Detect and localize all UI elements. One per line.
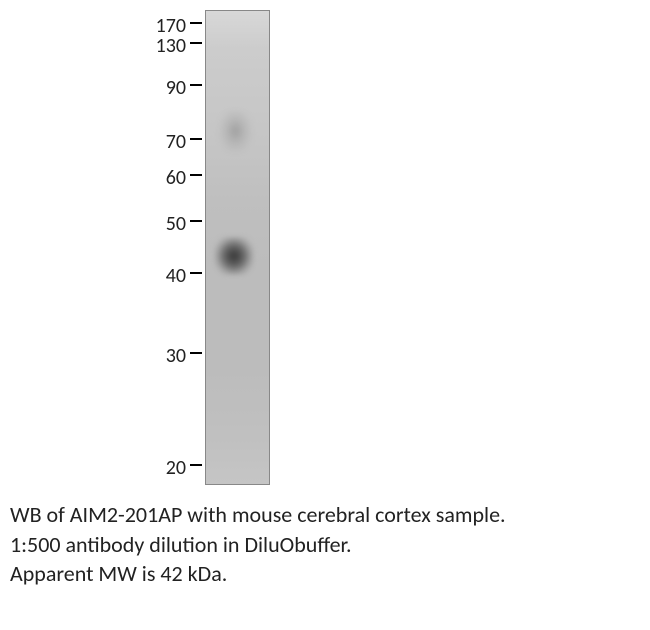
marker-tick — [190, 220, 202, 222]
marker-label: 70 — [146, 130, 186, 154]
marker-tick — [190, 22, 202, 24]
caption-line: Apparent MW is 42 kDa. — [10, 559, 506, 589]
marker-label: 20 — [146, 456, 186, 480]
marker-label: 40 — [146, 264, 186, 288]
marker-tick — [190, 174, 202, 176]
marker-tick — [190, 138, 202, 140]
caption: WB of AIM2-201AP with mouse cerebral cor… — [10, 500, 506, 589]
marker-label: 50 — [146, 212, 186, 236]
marker-label: 30 — [146, 344, 186, 368]
marker-label: 130 — [146, 34, 186, 58]
western-blot: 170 130 90 70 60 50 40 30 20 — [130, 10, 330, 490]
marker-tick — [190, 42, 202, 44]
faint-band — [218, 111, 253, 151]
marker-label: 90 — [146, 76, 186, 100]
caption-line: 1:500 antibody dilution in DiluObuffer. — [10, 530, 506, 560]
main-band — [214, 237, 254, 275]
marker-label: 60 — [146, 166, 186, 190]
marker-tick — [190, 84, 202, 86]
blot-lane — [205, 10, 270, 485]
marker-tick — [190, 352, 202, 354]
marker-tick — [190, 464, 202, 466]
caption-line: WB of AIM2-201AP with mouse cerebral cor… — [10, 500, 506, 530]
marker-tick — [190, 272, 202, 274]
